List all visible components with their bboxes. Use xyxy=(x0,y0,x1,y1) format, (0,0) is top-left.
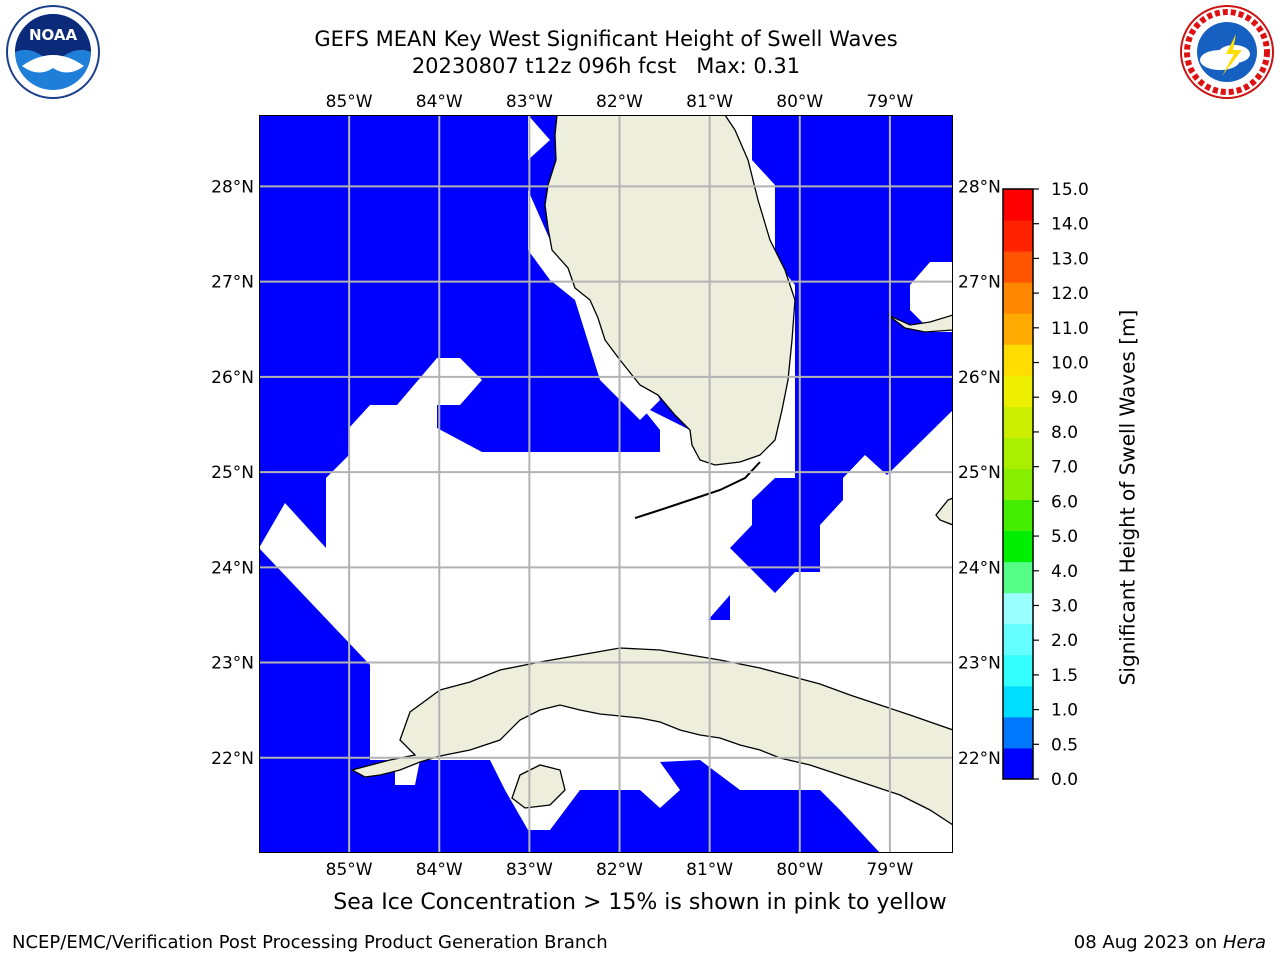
lat-label-left: 24°N xyxy=(211,558,254,578)
colorbar-segment xyxy=(1003,189,1033,221)
isle-of-youth xyxy=(511,764,566,809)
lon-label-top: 85°W xyxy=(326,92,373,112)
colorbar-label: Significant Height of Swell Waves [m] xyxy=(1115,309,1140,686)
lon-label-bottom: 79°W xyxy=(866,860,913,880)
colorbar-segment xyxy=(1003,530,1033,563)
colorbar-tick-label: 1.0 xyxy=(1051,701,1078,721)
colorbar-segment xyxy=(1003,716,1033,749)
colorbar-segment xyxy=(1003,592,1033,625)
colorbar-tick-label: 1.5 xyxy=(1051,666,1078,686)
colorbar-tick-label: 13.0 xyxy=(1051,249,1089,269)
lat-label-left: 23°N xyxy=(211,654,254,674)
sea-ice-note: Sea Ice Concentration > 15% is shown in … xyxy=(333,890,947,915)
footer-date-text: 08 Aug 2023 on xyxy=(1073,932,1223,953)
lat-label-right: 26°N xyxy=(958,368,1001,388)
colorbar-segment xyxy=(1003,654,1033,687)
lat-label-right: 28°N xyxy=(958,177,1001,197)
lat-label-right: 24°N xyxy=(958,558,1001,578)
colorbar-tick-label: 14.0 xyxy=(1051,215,1089,235)
map-tick-labels: 85°W 85°W 84°W 84°W 83°W 83°W 82°W 82°W 81°W 81°W… xyxy=(211,92,1001,880)
colorbar-tick-label: 10.0 xyxy=(1051,354,1089,374)
noaa-logo-icon: NOAA xyxy=(6,5,100,99)
nws-logo-icon xyxy=(1180,5,1274,99)
map-gridlines xyxy=(259,115,953,853)
colorbar-segment xyxy=(1003,220,1033,252)
lon-label-bottom: 80°W xyxy=(776,860,823,880)
lon-label-bottom: 84°W xyxy=(416,860,463,880)
lon-label-bottom: 82°W xyxy=(596,860,643,880)
lon-label-top: 80°W xyxy=(776,92,823,112)
title-line-2: 20230807 t12z 096h fcst Max: 0.31 xyxy=(411,54,801,78)
colorbar-tick-label: 15.0 xyxy=(1051,180,1089,200)
lat-label-right: 27°N xyxy=(958,273,1001,293)
colorbar-frame xyxy=(1002,188,1034,780)
colorbar-segment xyxy=(1003,375,1033,407)
colorbar-segment xyxy=(1003,623,1033,656)
colorbar-segment xyxy=(1003,561,1033,594)
colorbar-tick-label: 9.0 xyxy=(1051,388,1078,408)
lat-label-right: 23°N xyxy=(958,654,1001,674)
colorbar-tick-label: 8.0 xyxy=(1051,423,1078,443)
lon-label-bottom: 83°W xyxy=(506,860,553,880)
bahamas-land xyxy=(887,314,953,333)
lon-label-top: 81°W xyxy=(686,92,733,112)
lat-label-left: 28°N xyxy=(211,177,254,197)
title-line-1: GEFS MEAN Key West Significant Height of… xyxy=(314,27,898,51)
footer-credit: NCEP/EMC/Verification Post Processing Pr… xyxy=(12,932,608,953)
colorbar-segment xyxy=(1003,313,1033,345)
colorbar-tick-label: 6.0 xyxy=(1051,492,1078,512)
chart-title: GEFS MEAN Key West Significant Height of… xyxy=(0,26,1212,80)
lon-label-top: 82°W xyxy=(596,92,643,112)
colorbar-segment xyxy=(1003,344,1033,376)
footer-host: Hera xyxy=(1222,932,1266,953)
colorbar-segment xyxy=(1003,251,1033,283)
lon-label-top: 84°W xyxy=(416,92,463,112)
lat-label-right: 25°N xyxy=(958,463,1001,483)
lon-label-top: 83°W xyxy=(506,92,553,112)
lat-label-left: 27°N xyxy=(211,273,254,293)
colorbar-tick-label: 11.0 xyxy=(1051,319,1089,339)
lat-label-right: 22°N xyxy=(958,749,1001,769)
colorbar-segment xyxy=(1003,282,1033,314)
lat-label-left: 26°N xyxy=(211,368,254,388)
colorbar-segment xyxy=(1003,685,1033,718)
lon-label-bottom: 81°W xyxy=(686,860,733,880)
colorbar-tick-label: 2.0 xyxy=(1051,631,1078,651)
colorbar: 0.0 0.5 1.0 1.5 2.0 3.0 4.0 5.0 6.0 7.0 8.0 9.0 10.0… xyxy=(1002,180,1089,790)
lat-label-left: 22°N xyxy=(211,749,254,769)
colorbar-tick-label: 4.0 xyxy=(1051,562,1078,582)
colorbar-tick-label: 0.5 xyxy=(1051,735,1078,755)
colorbar-segment xyxy=(1003,747,1033,780)
colorbar-tick-label: 3.0 xyxy=(1051,596,1078,616)
florida-keys xyxy=(634,461,761,519)
lat-label-left: 25°N xyxy=(211,463,254,483)
no-data-region xyxy=(910,262,953,332)
no-data-region xyxy=(708,595,730,620)
map-plot-area xyxy=(259,115,953,853)
colorbar-tick-label: 0.0 xyxy=(1051,770,1078,790)
svg-text:NOAA: NOAA xyxy=(29,26,78,44)
colorbar-tick-label: 5.0 xyxy=(1051,527,1078,547)
colorbar-segment xyxy=(1003,437,1033,469)
colorbar-segment xyxy=(1003,406,1033,438)
colorbar-segment xyxy=(1003,468,1033,501)
bahamas-land xyxy=(935,497,953,526)
colorbar-segment xyxy=(1003,499,1033,532)
lon-label-bottom: 85°W xyxy=(326,860,373,880)
colorbar-tick-label: 7.0 xyxy=(1051,458,1078,478)
colorbar-tick-label: 12.0 xyxy=(1051,284,1089,304)
lon-label-top: 79°W xyxy=(866,92,913,112)
footer-date: 08 Aug 2023 on Hera xyxy=(1074,932,1266,953)
